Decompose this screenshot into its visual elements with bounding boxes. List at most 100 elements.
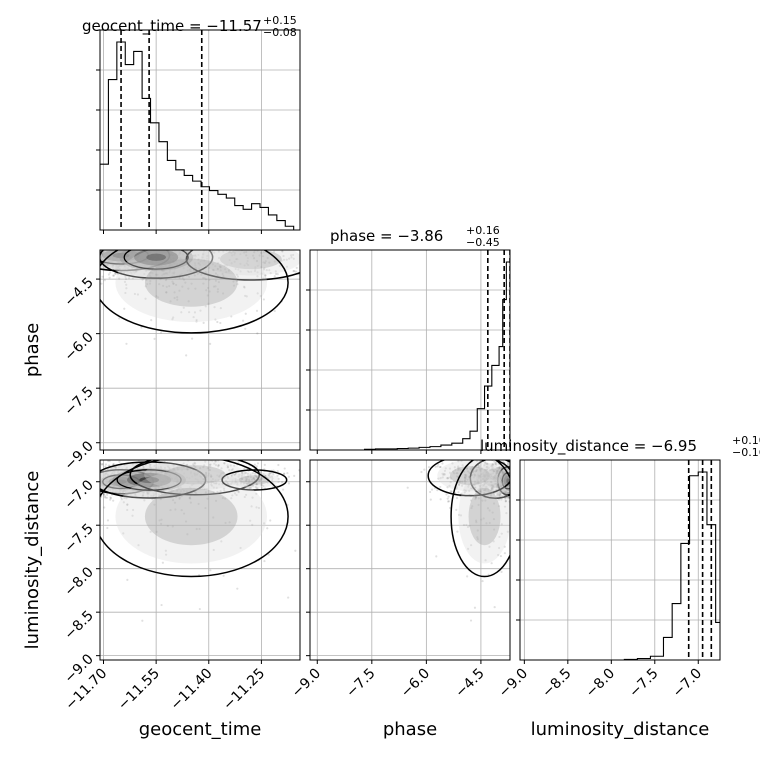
- sample-point: [256, 271, 259, 274]
- sample-point: [202, 465, 205, 469]
- title-luminosity-distance-sub: −0.16: [732, 446, 760, 459]
- sample-point: [247, 478, 251, 482]
- sample-point: [260, 483, 263, 486]
- sample-point: [500, 523, 503, 526]
- sample-point: [219, 321, 222, 325]
- sample-point: [112, 463, 115, 466]
- sample-point: [226, 475, 229, 479]
- sample-point: [492, 478, 495, 481]
- sample-point: [484, 488, 488, 491]
- sample-point: [252, 476, 255, 479]
- sample-point: [161, 284, 165, 287]
- sample-point: [464, 473, 467, 476]
- sample-point: [483, 471, 486, 474]
- sample-point: [478, 487, 481, 490]
- contour-outer-1: [100, 250, 214, 279]
- sample-point: [465, 475, 468, 478]
- sample-point: [178, 277, 181, 280]
- sample-point: [187, 275, 191, 278]
- sample-point: [472, 483, 475, 486]
- sample-point: [259, 266, 263, 269]
- sample-point: [266, 476, 269, 479]
- sample-point: [270, 475, 273, 478]
- sample-point: [494, 479, 497, 482]
- sample-point: [181, 285, 184, 288]
- sample-point: [476, 536, 479, 539]
- sample-point: [427, 465, 431, 469]
- sample-point: [241, 319, 245, 322]
- sample-point: [467, 547, 470, 551]
- sample-point: [494, 461, 498, 464]
- density-fill-3-1: [144, 258, 238, 307]
- sample-point: [109, 496, 112, 499]
- sample-point: [245, 478, 249, 481]
- sample-point: [205, 471, 208, 474]
- sample-point: [500, 498, 503, 501]
- sample-point: [224, 479, 228, 482]
- sample-point: [487, 474, 490, 478]
- sample-point: [439, 498, 442, 501]
- sample-point: [244, 479, 247, 482]
- sample-point: [188, 496, 192, 499]
- sample-point: [485, 478, 488, 481]
- sample-point: [211, 268, 215, 271]
- sample-point: [496, 470, 499, 473]
- sample-point: [141, 619, 144, 622]
- sample-point: [496, 470, 499, 473]
- sample-point: [223, 264, 226, 267]
- sample-point: [478, 474, 481, 478]
- sample-point: [456, 472, 459, 475]
- sample-point: [239, 546, 242, 550]
- sample-point: [492, 486, 495, 489]
- ytick-label-phase-0: −9.0: [61, 438, 96, 473]
- sample-point: [497, 466, 500, 469]
- density-geocent_time-phase: [100, 250, 300, 357]
- sample-point: [498, 491, 501, 494]
- sample-point: [236, 257, 239, 261]
- sample-point: [474, 474, 477, 477]
- sample-point: [251, 523, 254, 526]
- sample-point: [234, 472, 237, 476]
- density-fill-1-3: [146, 253, 166, 261]
- sample-point: [463, 475, 466, 478]
- sample-point: [479, 490, 482, 493]
- sample-point: [483, 488, 487, 491]
- sample-point: [263, 463, 266, 466]
- sample-point: [489, 473, 492, 476]
- sample-point: [224, 497, 227, 500]
- sample-point: [245, 471, 248, 474]
- sample-point: [172, 316, 175, 319]
- sample-point: [105, 496, 109, 499]
- sample-point: [495, 476, 498, 479]
- sample-point: [184, 281, 187, 284]
- sample-point: [204, 491, 207, 494]
- sample-point: [274, 270, 277, 273]
- sample-point: [494, 479, 497, 482]
- sample-point: [294, 270, 298, 273]
- sample-point: [263, 261, 267, 265]
- sample-point: [249, 519, 252, 522]
- sample-point: [477, 481, 480, 484]
- sample-point: [484, 468, 487, 472]
- sample-point: [103, 506, 106, 509]
- grid-layer: [100, 30, 720, 660]
- sample-point: [485, 462, 488, 465]
- sample-point: [186, 533, 189, 536]
- density-fill-2-0: [144, 460, 246, 491]
- sample-point: [263, 559, 266, 563]
- sample-point: [477, 482, 480, 485]
- sample-point: [496, 469, 499, 472]
- sample-point: [490, 474, 493, 478]
- sample-point: [482, 483, 485, 486]
- sample-point: [486, 480, 489, 483]
- sample-point: [140, 326, 143, 329]
- sample-point: [452, 470, 455, 473]
- sample-point: [507, 462, 510, 465]
- sample-point: [181, 277, 184, 280]
- sample-point: [455, 475, 458, 478]
- sample-point: [131, 508, 135, 512]
- sample-point: [220, 265, 223, 269]
- sample-point: [285, 265, 289, 268]
- sample-point: [214, 318, 217, 321]
- sample-point: [277, 477, 280, 480]
